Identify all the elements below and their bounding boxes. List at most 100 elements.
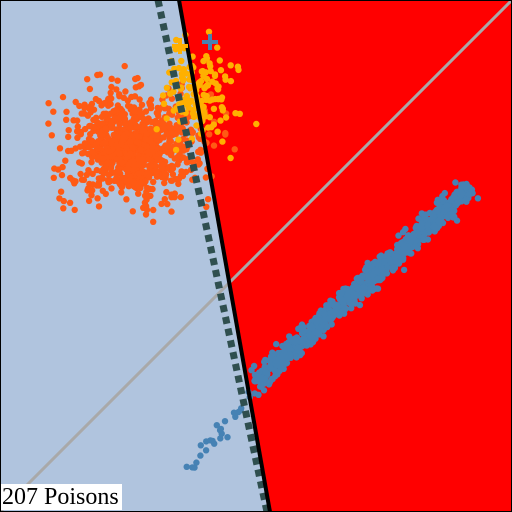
data-point bbox=[280, 365, 287, 373]
data-point bbox=[177, 147, 185, 154]
data-point bbox=[267, 364, 274, 372]
data-point bbox=[153, 126, 160, 133]
data-point bbox=[386, 256, 393, 263]
data-point bbox=[164, 200, 171, 208]
data-point bbox=[65, 127, 72, 134]
data-point bbox=[133, 132, 141, 140]
data-point bbox=[141, 116, 149, 123]
data-point bbox=[159, 92, 167, 99]
data-point bbox=[145, 174, 153, 181]
data-point bbox=[413, 222, 420, 230]
data-point bbox=[375, 258, 383, 266]
data-point bbox=[173, 36, 180, 44]
data-point bbox=[167, 90, 174, 97]
data-point bbox=[116, 150, 123, 157]
data-point bbox=[45, 120, 52, 127]
data-point bbox=[147, 192, 154, 200]
data-point bbox=[129, 208, 136, 215]
data-point bbox=[468, 190, 475, 197]
data-point bbox=[215, 83, 222, 90]
data-point bbox=[161, 179, 168, 187]
data-point bbox=[111, 114, 119, 122]
data-point bbox=[164, 149, 171, 156]
data-point bbox=[404, 249, 412, 256]
data-point bbox=[45, 100, 52, 107]
data-point bbox=[147, 96, 155, 103]
data-point bbox=[450, 193, 458, 200]
data-point bbox=[93, 114, 100, 122]
data-point bbox=[397, 239, 405, 247]
data-point bbox=[217, 117, 224, 124]
data-point bbox=[206, 60, 213, 67]
data-point bbox=[135, 83, 143, 90]
data-point bbox=[391, 253, 398, 261]
data-point bbox=[309, 324, 316, 332]
data-point bbox=[150, 178, 157, 186]
data-point bbox=[166, 124, 173, 131]
data-point bbox=[136, 96, 143, 103]
data-point bbox=[172, 146, 180, 154]
data-point bbox=[150, 206, 157, 214]
data-point bbox=[227, 154, 234, 162]
data-point bbox=[227, 62, 234, 69]
data-point bbox=[272, 373, 279, 380]
data-point bbox=[107, 100, 114, 108]
data-point bbox=[329, 298, 336, 305]
data-point bbox=[454, 199, 461, 206]
data-point bbox=[79, 150, 86, 157]
data-point bbox=[168, 95, 176, 102]
data-point bbox=[178, 168, 186, 176]
data-point bbox=[400, 254, 407, 262]
data-point bbox=[183, 463, 190, 470]
data-point bbox=[168, 208, 175, 215]
data-point bbox=[419, 220, 426, 227]
data-point bbox=[169, 165, 177, 172]
data-point bbox=[138, 101, 146, 109]
data-point bbox=[97, 132, 104, 139]
data-point bbox=[189, 464, 196, 471]
data-point bbox=[296, 324, 303, 332]
data-point bbox=[200, 57, 207, 65]
data-point bbox=[121, 62, 128, 70]
data-point bbox=[430, 212, 437, 220]
data-point bbox=[111, 169, 118, 176]
data-point bbox=[88, 100, 96, 108]
data-point bbox=[255, 391, 262, 398]
data-point bbox=[105, 148, 112, 155]
data-point bbox=[154, 109, 161, 117]
data-point bbox=[74, 123, 82, 130]
data-point bbox=[338, 289, 345, 297]
data-point bbox=[204, 196, 212, 203]
data-point bbox=[147, 162, 154, 170]
data-point bbox=[89, 148, 96, 156]
data-point bbox=[400, 266, 408, 274]
data-point bbox=[357, 278, 364, 285]
data-point bbox=[65, 133, 72, 141]
data-point bbox=[59, 93, 67, 101]
data-point bbox=[119, 159, 126, 166]
data-point bbox=[84, 76, 91, 83]
data-point bbox=[205, 28, 213, 35]
data-point bbox=[200, 91, 207, 99]
data-point bbox=[420, 236, 427, 243]
data-point bbox=[145, 156, 152, 163]
data-point bbox=[210, 105, 218, 113]
data-point bbox=[261, 358, 268, 366]
data-point bbox=[101, 139, 109, 146]
data-point bbox=[108, 83, 115, 91]
data-point bbox=[227, 77, 235, 85]
data-point bbox=[206, 131, 213, 138]
data-point bbox=[439, 192, 446, 200]
data-point bbox=[85, 144, 93, 151]
data-point bbox=[92, 95, 100, 103]
data-point bbox=[76, 159, 83, 166]
data-point bbox=[444, 213, 451, 220]
data-point bbox=[147, 104, 155, 112]
data-point bbox=[314, 330, 321, 337]
solid-decision-boundary bbox=[177, 0, 272, 512]
data-point bbox=[213, 422, 220, 429]
data-point bbox=[190, 106, 197, 114]
data-point bbox=[197, 452, 204, 459]
data-point bbox=[362, 267, 370, 274]
cross-marker bbox=[172, 38, 188, 54]
